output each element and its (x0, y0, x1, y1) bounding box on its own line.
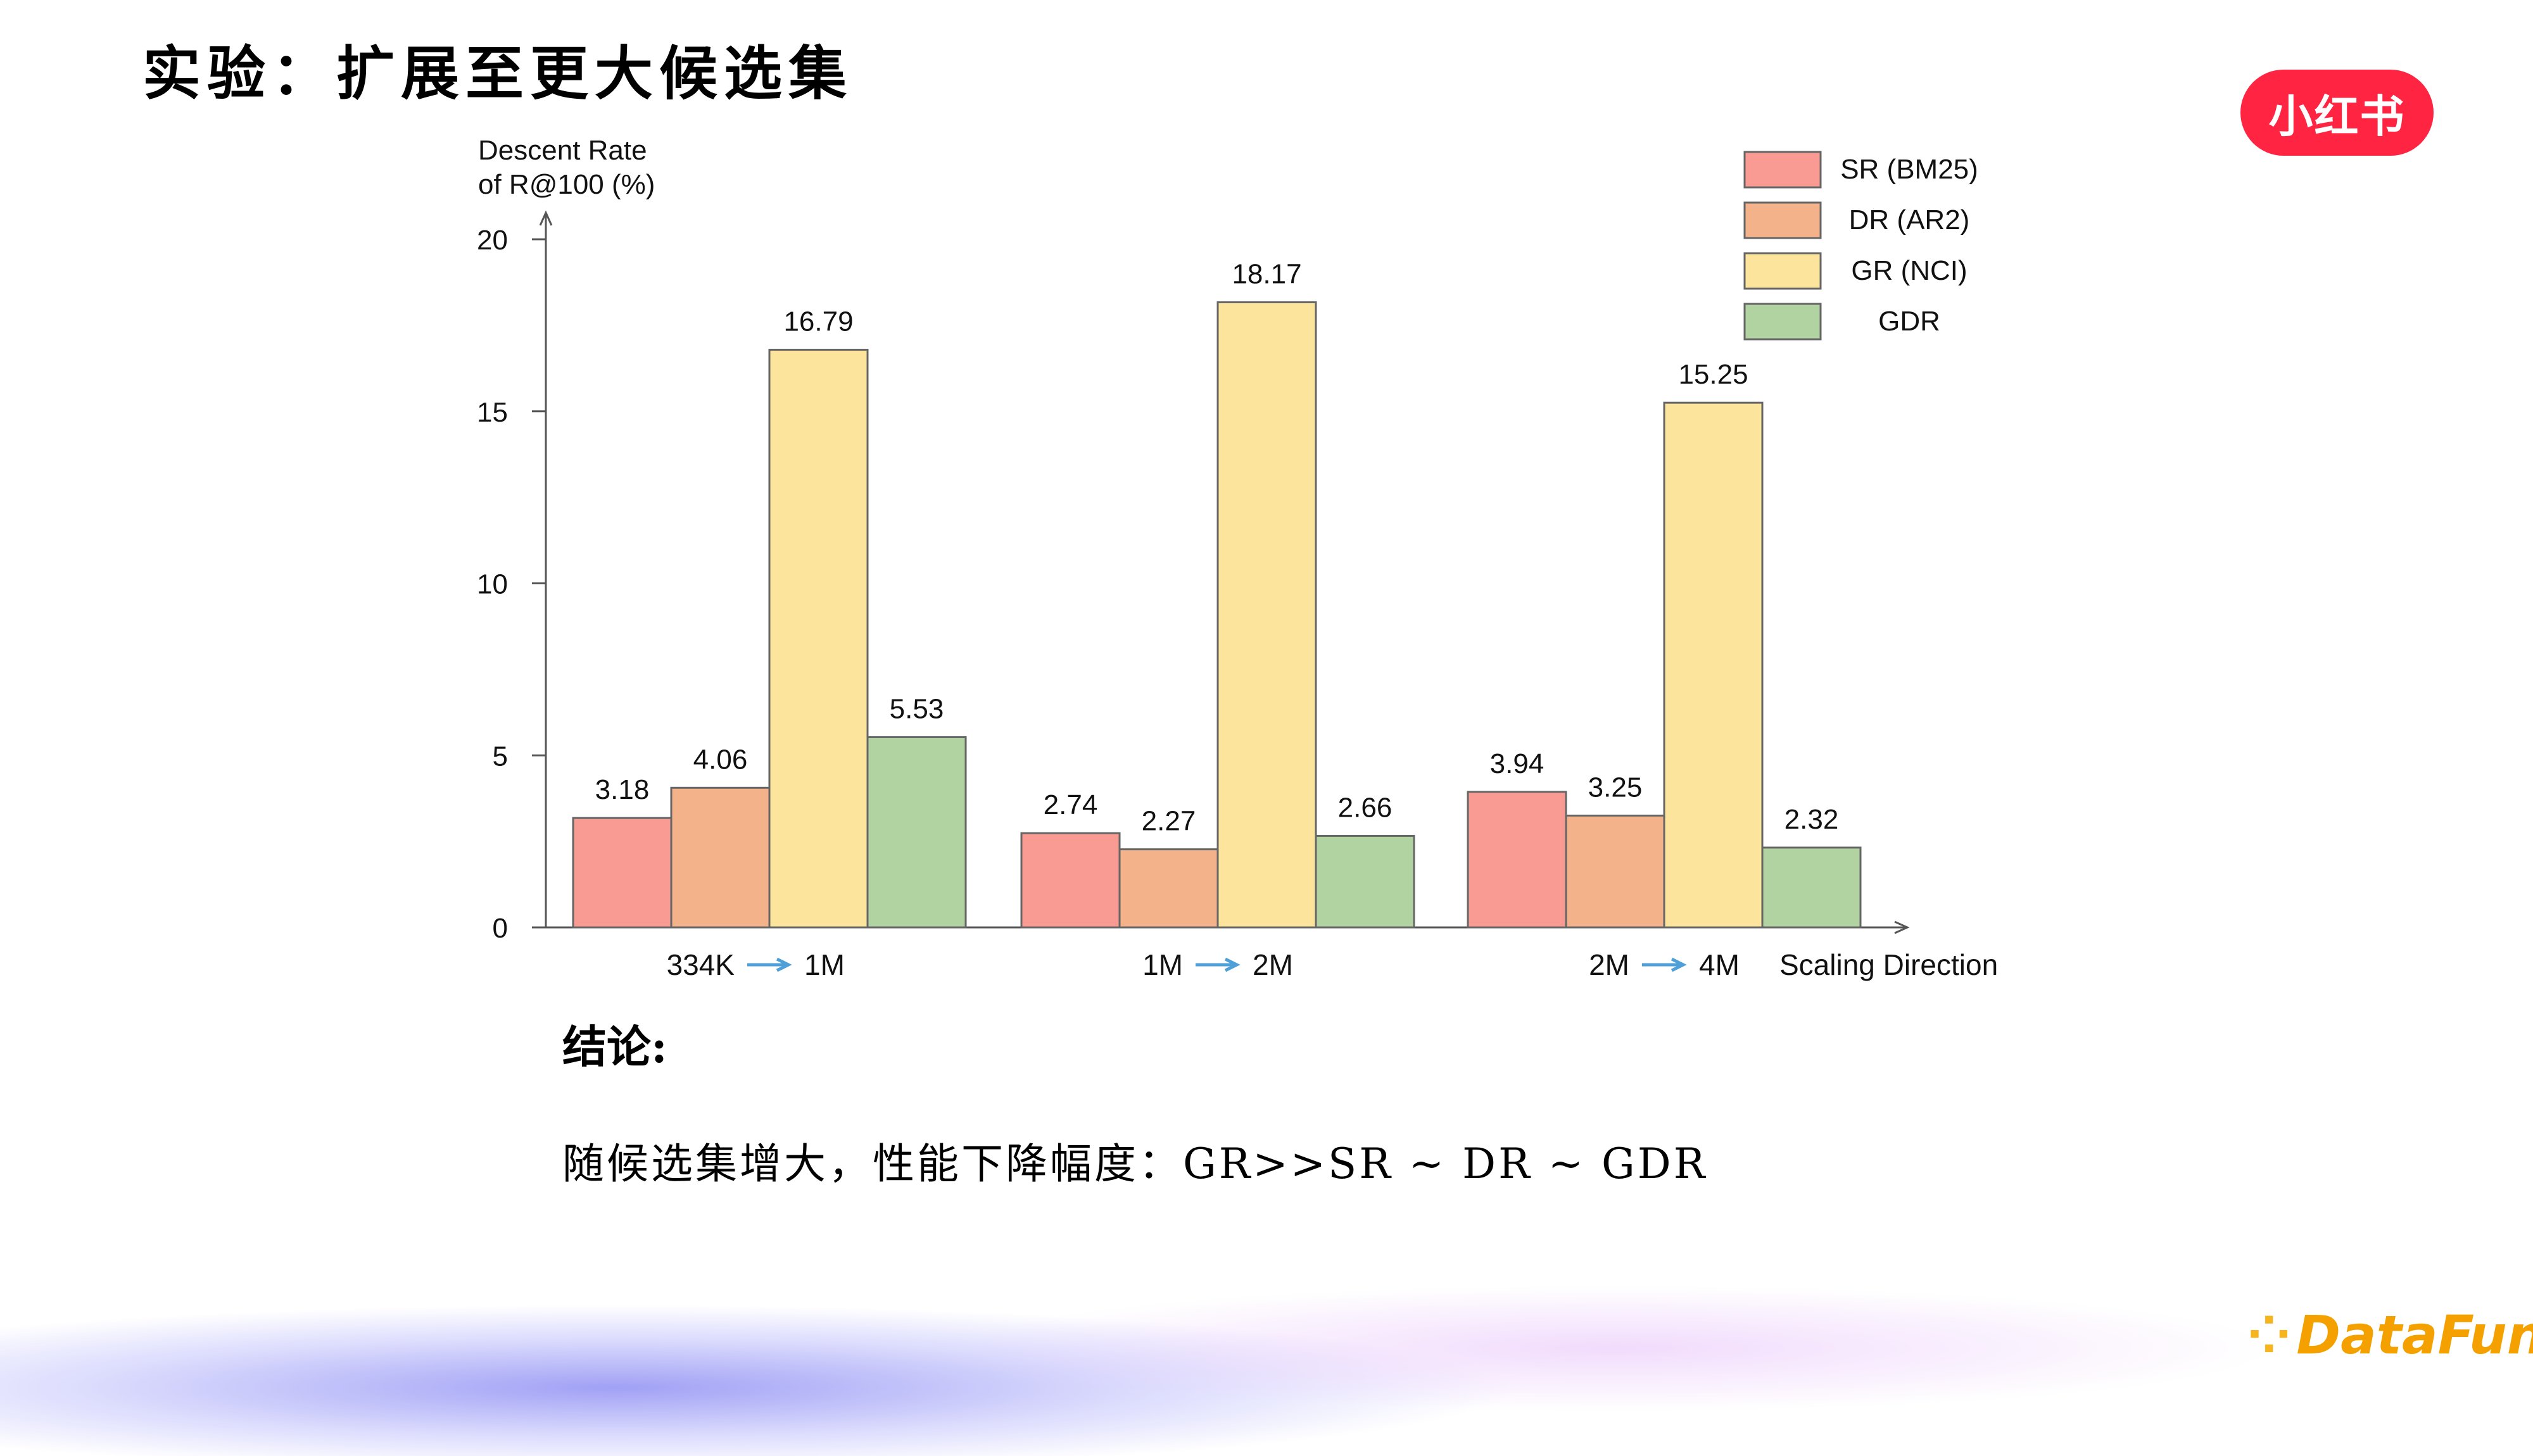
bar (1020, 832, 1121, 929)
bar-value-label: 3.25 (1588, 772, 1643, 803)
bar (1216, 301, 1317, 929)
slide-title: 实验：扩展至更大候选集 (142, 39, 854, 108)
category-label-from: 1M (1142, 948, 1183, 981)
bar-value-label: 5.53 (890, 693, 944, 724)
bar (1467, 791, 1567, 929)
conclusion-text: 随候选集增大，性能下降幅度：GR>>SR ~ DR ~ GDR (562, 1139, 1708, 1188)
bar-value-label: 16.79 (783, 306, 853, 337)
x-axis-label: Scaling Direction (1779, 948, 1998, 981)
legend-swatch (1743, 252, 1822, 290)
datafun-mark-icon: ⁘ (2247, 1304, 2292, 1366)
scaling-arrow-head (1671, 957, 1687, 972)
category-label-to: 1M (804, 948, 845, 981)
bar-value-label: 4.06 (693, 744, 748, 775)
conclusion-heading: 结论: (562, 1020, 667, 1073)
scaling-arrow-head (1224, 957, 1241, 972)
category-label-to: 4M (1699, 948, 1740, 981)
bar (866, 736, 967, 929)
bar-value-label: 2.27 (1142, 806, 1196, 837)
bar-value-label: 2.66 (1338, 792, 1393, 823)
y-axis-label-line2: of R@100 (%) (478, 169, 655, 200)
bar (572, 817, 673, 929)
category-label-from: 2M (1589, 948, 1629, 981)
bar-chart: Descent Rate of R@100 (%) 0 5 10 15 20 Scalin… (477, 135, 1998, 981)
bar-value-label: 2.32 (1784, 804, 1839, 835)
bar-value-label: 2.74 (1044, 789, 1098, 820)
y-tick-label: 15 (477, 397, 508, 428)
bar (768, 348, 869, 929)
bar (1761, 846, 1862, 929)
bar-value-label: 3.94 (1490, 748, 1544, 779)
y-tick-label: 10 (477, 569, 508, 600)
category-label-from: 334K (667, 948, 735, 981)
y-tick-label: 0 (493, 913, 508, 944)
bar (1315, 834, 1415, 929)
decorative-glow-2 (950, 1285, 2280, 1412)
legend-label: GR (NCI) (1851, 255, 1967, 286)
scaling-arrow-head (776, 957, 792, 972)
y-axis-arrow (539, 210, 553, 226)
x-axis-arrow (1894, 920, 1910, 934)
legend-swatch (1743, 151, 1822, 189)
legend-swatch (1743, 303, 1822, 341)
bar (1118, 848, 1219, 929)
legend-label: DR (AR2) (1849, 204, 1970, 235)
datafun-logo-text: DataFun. (2296, 1304, 2533, 1366)
datafun-logo: ⁘DataFun. (2247, 1304, 2533, 1366)
y-tick-label: 5 (493, 741, 508, 772)
legend-label: SR (BM25) (1840, 154, 1978, 185)
legend-label: GDR (1878, 306, 1940, 337)
bar-value-label: 3.18 (595, 774, 650, 805)
bar-value-label: 18.17 (1232, 258, 1301, 289)
bar (1663, 401, 1764, 929)
bar (1565, 814, 1665, 929)
y-axis-label-line1: Descent Rate (478, 135, 647, 166)
y-tick-label: 20 (477, 225, 508, 256)
bar (670, 786, 771, 929)
category-label-to: 2M (1253, 948, 1293, 981)
legend-swatch (1743, 201, 1822, 239)
brand-logo-badge: 小红书 (2240, 70, 2434, 156)
bar-value-label: 15.25 (1678, 359, 1748, 390)
